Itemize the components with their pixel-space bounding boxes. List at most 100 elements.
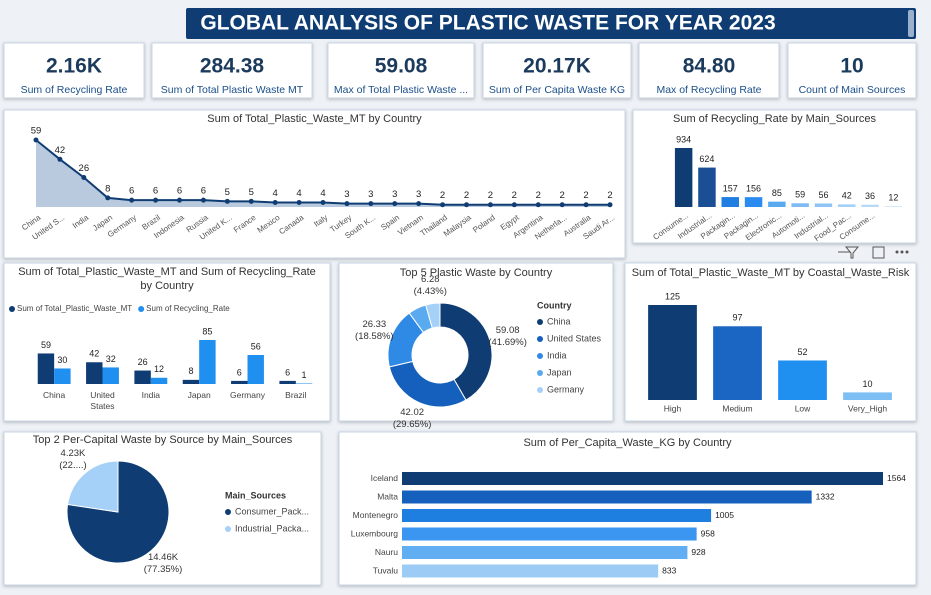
y-tick-label: Nauru [375, 547, 398, 557]
data-label: 3 [392, 189, 397, 200]
bar [402, 472, 883, 485]
x-tick-label: United States [90, 390, 115, 411]
more-icon[interactable] [895, 250, 899, 254]
kpi-value: 10 [840, 55, 863, 78]
point [535, 202, 541, 208]
bar [150, 377, 168, 384]
bar [778, 360, 827, 400]
point [440, 202, 446, 208]
point [344, 201, 350, 207]
bar [37, 353, 55, 384]
bar [402, 527, 697, 541]
legend-marker [537, 370, 543, 376]
chart-title-box: Sum of Total_Plastic_Waste_MT by Coastal… [631, 267, 910, 279]
bar [199, 340, 216, 384]
chart-title: Sum of Total_Plastic_Waste_MT by Country [207, 113, 422, 125]
data-label-box: 42.02 (29.65%) [392, 407, 432, 431]
data-label: 36 [865, 191, 875, 201]
bar [182, 379, 200, 384]
data-label: 59.08 (41.69%) [488, 324, 527, 348]
x-tick-label: Germany [230, 390, 265, 400]
chart-title-box: Top 5 Plastic Waste by Country [399, 267, 553, 279]
kpi-value: 284.38 [200, 55, 265, 78]
data-label: 958 [701, 528, 715, 538]
data-label: 42 [89, 349, 99, 359]
legend-label: India [547, 350, 567, 360]
data-label-box: 4.23K (22....) [59, 448, 86, 471]
slice [425, 302, 441, 329]
data-label: 1 [302, 370, 307, 380]
point [57, 156, 63, 162]
data-label: 42 [842, 191, 852, 201]
data-label: 14.46K (77.35%) [143, 552, 183, 576]
bar [838, 204, 856, 207]
data-label: 833 [662, 565, 676, 575]
bar [402, 490, 812, 504]
point [320, 199, 326, 205]
bar [402, 546, 688, 559]
chart-title-box: Sum of Total_Plastic_Waste_MT and Sum of… [18, 266, 316, 292]
legend-label: Sum of Recycling_Rate [146, 304, 230, 313]
data-label: 2 [560, 190, 565, 201]
x-tick-label-box: Germany [230, 390, 265, 400]
data-label: 2 [583, 190, 588, 201]
scroll-thumb [908, 10, 914, 37]
legend-marker [537, 387, 543, 393]
data-label: 56 [251, 341, 261, 351]
point [272, 199, 278, 205]
data-label: 6 [153, 186, 158, 197]
kpi-label: Sum of Per Capita Waste KG [489, 84, 625, 96]
data-label: 26 [79, 163, 90, 174]
bar [674, 148, 693, 207]
data-label-box: 59.08 (41.69%) [488, 324, 527, 348]
data-label: 6 [201, 186, 206, 197]
bar [698, 167, 716, 207]
data-label: 3 [368, 189, 373, 200]
x-tick-label-box: China [43, 390, 66, 400]
x-tick-label-box: Japan [188, 390, 211, 400]
chart-title: Sum of Recycling_Rate by Main_Sources [673, 113, 876, 125]
data-label: 42.02 (29.65%) [392, 407, 432, 431]
data-label: 6 [285, 367, 290, 377]
point [511, 202, 517, 208]
bar [402, 509, 712, 522]
chart-title: Top 2 Per-Capital Waste by Source by Mai… [32, 434, 293, 446]
data-label: 85 [202, 326, 212, 336]
more-icon[interactable] [905, 250, 909, 254]
point [583, 202, 589, 208]
x-tick-label: China [43, 390, 66, 400]
legend-marker [138, 306, 145, 312]
x-tick-label: High [664, 403, 682, 413]
legend-marker [537, 353, 543, 359]
data-label: 928 [691, 547, 705, 557]
chart-title: Sum of Total_Plastic_Waste_MT by Coastal… [631, 267, 910, 279]
header-bar [186, 8, 916, 39]
focus-icon[interactable] [872, 246, 885, 259]
data-label: 125 [665, 291, 680, 301]
legend-marker [225, 526, 231, 532]
data-label: 59 [795, 190, 805, 200]
legend-label: Sum of Total_Plastic_Waste_MT [17, 304, 132, 313]
chart-title: Top 5 Plastic Waste by Country [399, 267, 553, 279]
point [296, 199, 302, 205]
bar [768, 201, 786, 207]
visual-toolbar [838, 246, 909, 259]
more-icon[interactable] [900, 250, 904, 254]
slice [66, 460, 119, 513]
point [177, 197, 182, 203]
bar [648, 305, 697, 400]
data-label: 934 [676, 134, 691, 144]
data-label: 6.28 (4.43%) [413, 273, 447, 297]
point [416, 201, 422, 207]
data-label: 8 [188, 366, 193, 376]
data-label: 10 [862, 379, 872, 389]
filter-icon[interactable] [844, 246, 860, 259]
bar [744, 197, 763, 207]
kpi-card [638, 42, 780, 99]
chart-title-box: Top 2 Per-Capital Waste by Source by Mai… [32, 434, 293, 446]
data-label: 6 [129, 186, 134, 197]
legend-title: Country [537, 300, 572, 310]
chart-title-box: Sum of Recycling_Rate by Main_Sources [673, 113, 876, 125]
chart-title: Sum of Per_Capita_Waste_KG by Country [523, 437, 732, 449]
data-label: 59 [41, 340, 51, 350]
